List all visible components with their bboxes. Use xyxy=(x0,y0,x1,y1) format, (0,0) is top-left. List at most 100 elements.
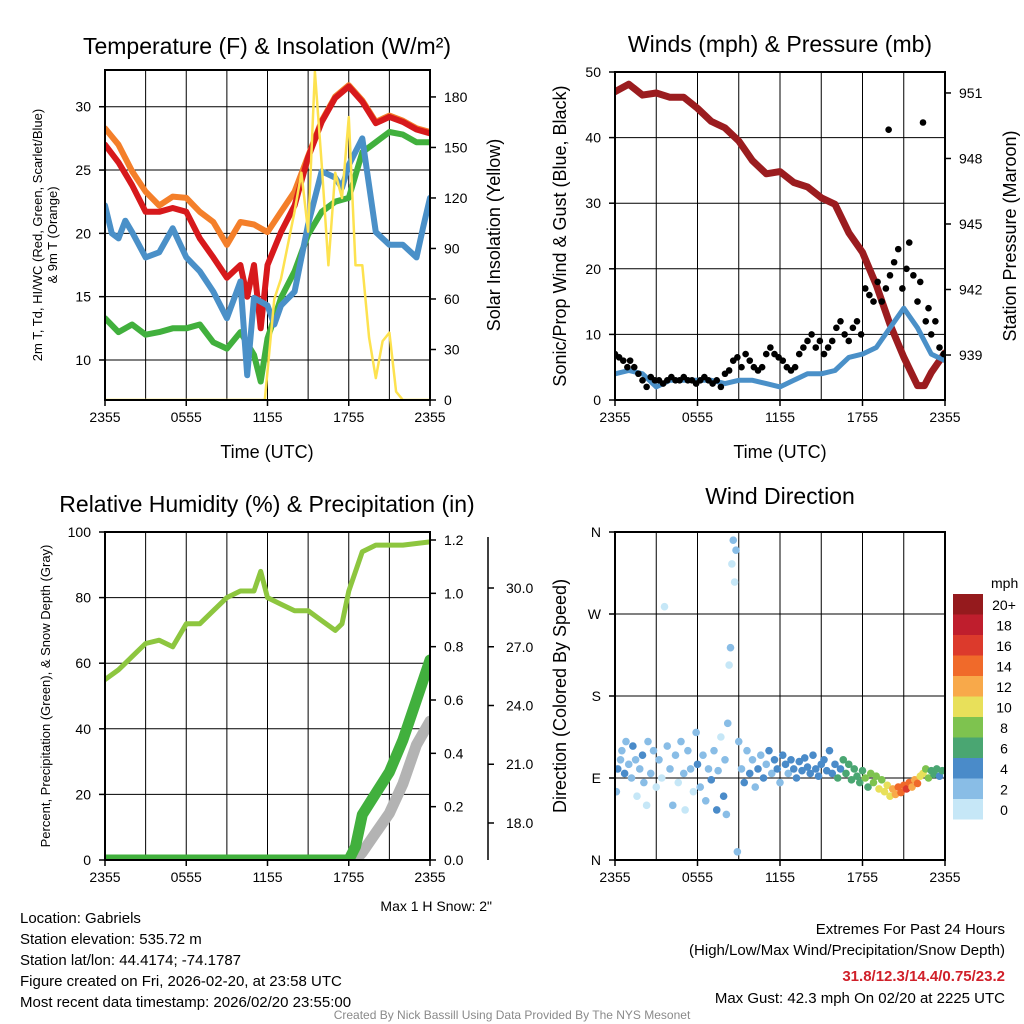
wind-direction-point xyxy=(696,783,705,791)
y2-tick-label: 0.8 xyxy=(444,639,464,655)
wind-direction-point xyxy=(861,774,870,782)
wind-direction-point xyxy=(671,751,680,760)
x-tick-label: 1755 xyxy=(847,409,878,425)
wind-direction-point xyxy=(748,755,757,764)
wind-direction-point xyxy=(616,755,625,764)
wind-direction-point xyxy=(792,774,801,782)
legend-label: 16 xyxy=(996,638,1012,654)
y2-tick-label: 90 xyxy=(444,240,460,256)
wind-direction-point xyxy=(627,774,636,782)
y-tick-label: N xyxy=(591,524,601,540)
gust-point xyxy=(833,324,840,332)
wind-direction-point xyxy=(811,765,820,773)
wind-direction-point xyxy=(693,760,702,769)
humidity-panel-title: Relative Humidity (%) & Precipitation (i… xyxy=(59,491,474,517)
y-tick-label: 0 xyxy=(593,392,601,408)
station-location: Location: Gabriels xyxy=(20,910,141,927)
wind-direction-point xyxy=(629,742,637,750)
humidity-data xyxy=(105,539,430,860)
gust-point xyxy=(899,285,906,292)
legend-swatch xyxy=(953,635,983,656)
x-tick-label: 2355 xyxy=(929,869,960,885)
wind-direction-point xyxy=(872,772,881,780)
x-tick-label: 1755 xyxy=(333,409,364,425)
wind-direction-point xyxy=(686,765,695,773)
winds-x-axis-label: Time (UTC) xyxy=(733,442,826,462)
extremes-title: Extremes For Past 24 Hours xyxy=(816,921,1005,938)
gust-point xyxy=(940,350,945,358)
wind-direction-point xyxy=(781,760,790,769)
y-tick-label: 40 xyxy=(585,130,601,146)
gust-point xyxy=(738,363,745,371)
wind-direction-point xyxy=(733,848,742,856)
y-tick-label: 30 xyxy=(585,195,601,211)
extremes-subtitle: (High/Low/Max Wind/Precipitation/Snow De… xyxy=(689,942,1005,959)
gust-point xyxy=(746,357,754,364)
gust-point xyxy=(919,119,927,126)
solar-y-axis-label: Solar Insolation (Yellow) xyxy=(484,139,504,331)
wind-direction-point xyxy=(864,783,872,791)
y2-tick-label: 150 xyxy=(444,139,468,155)
wind-direction-point xyxy=(858,766,867,775)
gust-point xyxy=(845,337,853,345)
wind-direction-point xyxy=(814,772,823,780)
legend-swatch xyxy=(953,696,983,717)
wind-direction-point xyxy=(631,755,640,764)
gust-point xyxy=(808,331,815,338)
wind-direction-point xyxy=(795,757,804,766)
gust-point xyxy=(643,383,650,391)
gust-point xyxy=(717,383,725,391)
y-tick-label: 10 xyxy=(75,352,91,368)
wind-direction-point xyxy=(692,728,700,737)
gust-point xyxy=(890,258,898,266)
wind-direction-point xyxy=(740,778,749,787)
gust-point xyxy=(886,272,894,279)
gust-point xyxy=(767,344,774,351)
wind-speed-legend: mph 20+ 18 16 14 12 10 8 6 4 2 0 xyxy=(953,575,1018,820)
x-tick-label: 0555 xyxy=(682,409,713,425)
precipitation-line xyxy=(105,654,430,860)
wind-direction-point xyxy=(635,765,644,773)
legend-label: 0 xyxy=(1000,802,1008,818)
winds-plot: 2355 0555 1155 1755 235501020304050939942945… xyxy=(585,64,982,425)
wind-direction-point xyxy=(701,796,710,805)
y2-tick-label: 945 xyxy=(959,216,983,232)
y2-tick-label: 60 xyxy=(444,291,460,307)
gust-point xyxy=(849,324,857,332)
gust-point xyxy=(837,317,844,325)
wind-direction-point xyxy=(649,746,658,755)
gust-point xyxy=(922,317,930,325)
gust-point xyxy=(910,272,917,279)
wind-direction-point xyxy=(839,755,848,764)
y-tick-label: 60 xyxy=(75,655,91,671)
wind-direction-point xyxy=(836,765,845,773)
td-line xyxy=(105,135,430,379)
y2-tick-label: 1.0 xyxy=(444,585,464,601)
gust-point xyxy=(853,317,861,325)
y2-tick-label: 951 xyxy=(959,85,983,101)
wind-direction-point xyxy=(897,788,905,797)
wind-direction-point xyxy=(704,765,713,773)
wind-direction-point xyxy=(855,778,864,787)
wind-direction-point xyxy=(883,781,892,790)
x-tick-label: 1155 xyxy=(765,869,795,885)
gust-point xyxy=(816,337,824,345)
wind-direction-point xyxy=(663,742,672,750)
wind-direction-point xyxy=(820,755,828,764)
relative-humidity-line xyxy=(105,539,430,683)
x-tick-label: 2355 xyxy=(929,409,960,425)
x-tick-label: 2355 xyxy=(89,869,120,885)
wind-direction-point xyxy=(719,792,728,801)
wind-direction-point xyxy=(622,737,630,746)
y3-tick-label: 24.0 xyxy=(506,697,533,713)
y2-tick-label: 180 xyxy=(444,89,468,105)
wind-direction-point xyxy=(640,778,648,787)
gust-point xyxy=(927,331,935,338)
wind-direction-point xyxy=(679,769,688,778)
wind-direction-point xyxy=(756,751,765,760)
wind-direction-point xyxy=(908,783,916,791)
y-tick-label: N xyxy=(591,852,601,868)
wind-direction-point xyxy=(850,765,859,773)
gust-point xyxy=(734,354,741,361)
